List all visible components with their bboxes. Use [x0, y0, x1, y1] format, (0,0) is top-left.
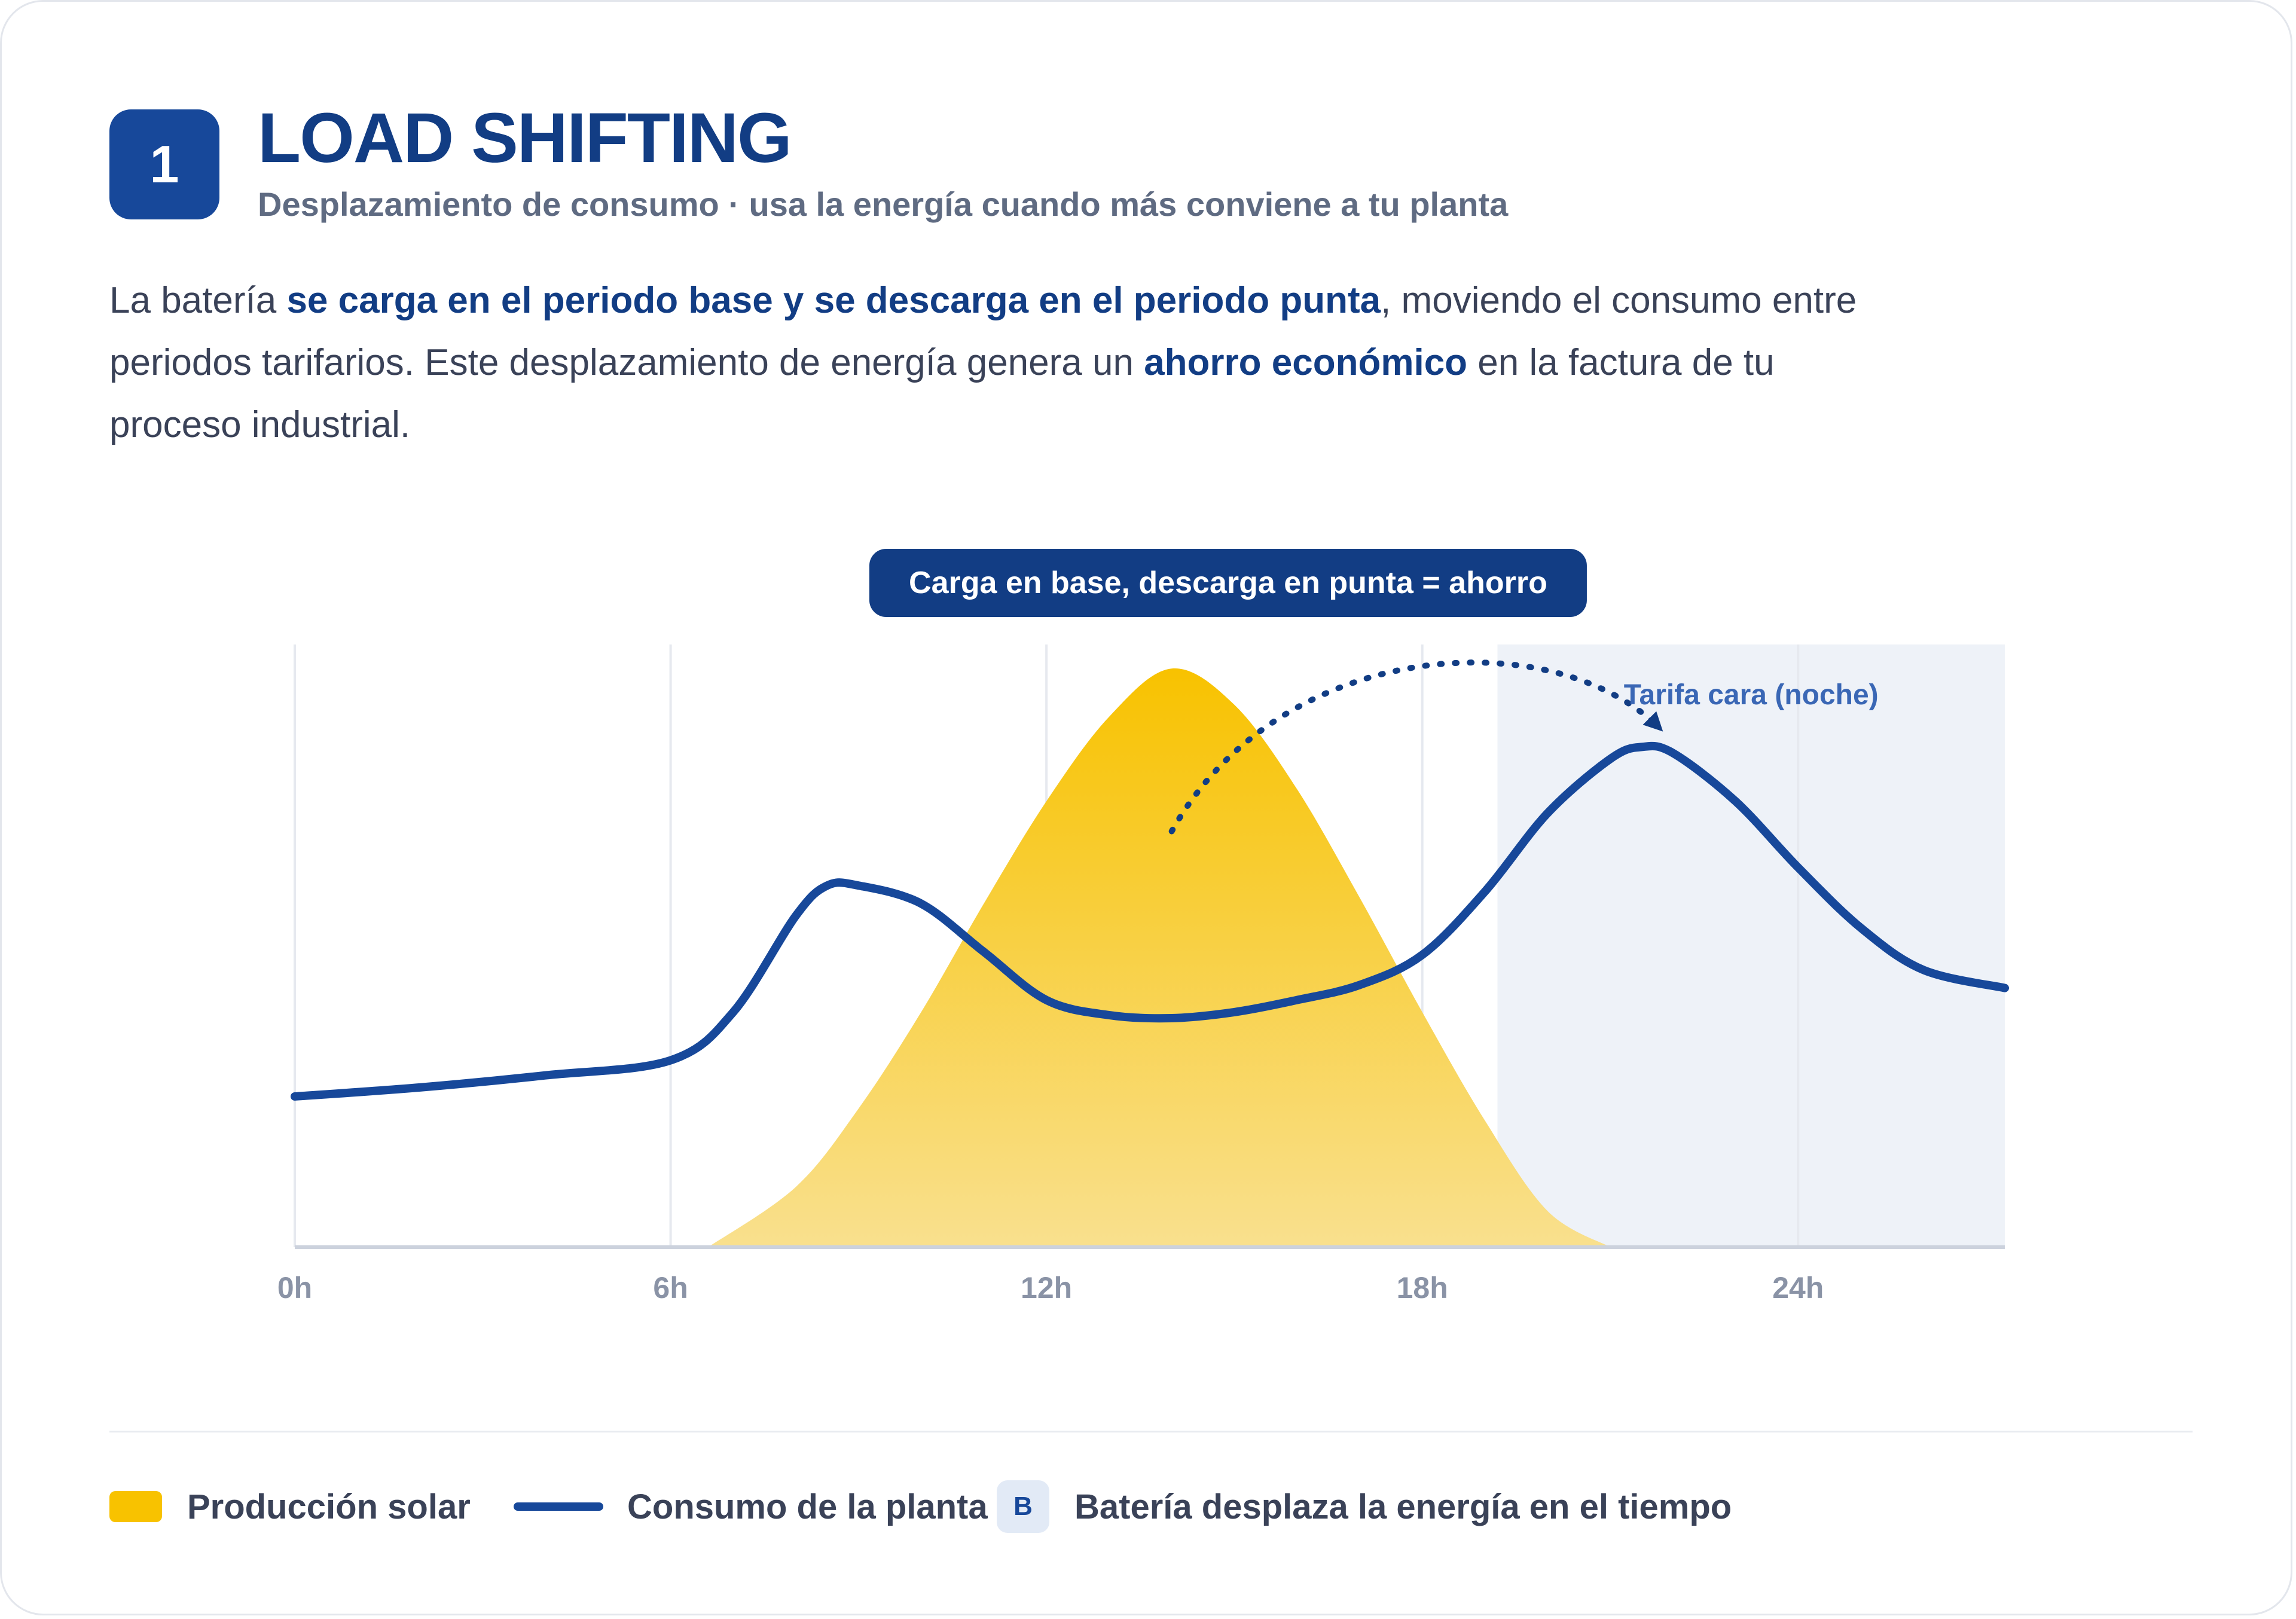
legend-divider: [109, 1431, 2193, 1432]
x-tick-label: 12h: [1021, 1271, 1072, 1305]
tariff-shaded-region: [1497, 644, 2005, 1247]
solar-area: [708, 668, 1610, 1247]
consumption-line: [291, 741, 2009, 1101]
page-title: LOAD SHIFTING: [258, 99, 792, 178]
consumption-swatch: [514, 1502, 603, 1511]
legend-battery: B Batería desplaza la energía en el tiem…: [997, 1480, 1732, 1534]
description: La batería se carga en el periodo base y…: [109, 270, 1903, 456]
legend-solar-label: Producción solar: [187, 1487, 471, 1526]
desc-text-1: La batería: [109, 280, 287, 321]
banner-label: Carga en base, descarga en punta = ahorr…: [909, 566, 1547, 600]
x-tick-label: 18h: [1397, 1271, 1448, 1305]
desc-text-2: , moviendo el consumo entre periodos tar…: [109, 280, 1857, 383]
desc-bold-1: se carga en el periodo base y se descarg…: [286, 280, 1381, 321]
solar-swatch: [109, 1491, 162, 1522]
x-tick-labels: 0h 6h 12h 18h 24h: [277, 1271, 1824, 1305]
tariff-label: Tarifa cara (noche): [1624, 679, 1879, 711]
desc-text-3: en la factura de tu proceso industrial.: [109, 342, 1775, 445]
legend-consumption: Consumo de la planta: [514, 1480, 988, 1534]
legend-solar: Producción solar: [109, 1480, 471, 1534]
page-subtitle: Desplazamiento de consumo · usa la energ…: [258, 185, 1509, 223]
shift-arrow: [1168, 659, 1663, 835]
desc-bold-2: ahorro económico: [1144, 342, 1468, 383]
step-badge: 1: [109, 109, 219, 219]
x-tick-label: 24h: [1772, 1271, 1824, 1305]
x-tick-label: 6h: [653, 1271, 688, 1305]
banner: [869, 549, 1587, 617]
battery-badge: B: [997, 1480, 1049, 1533]
chart: 0h 6h 12h 18h 24h Tarifa cara (noche) Carga …: [277, 549, 2009, 1305]
x-tick-label: 0h: [277, 1271, 312, 1305]
legend-battery-label: Batería desplaza la energía en el tiempo: [1074, 1487, 1732, 1526]
legend-consumption-label: Consumo de la planta: [627, 1487, 988, 1526]
